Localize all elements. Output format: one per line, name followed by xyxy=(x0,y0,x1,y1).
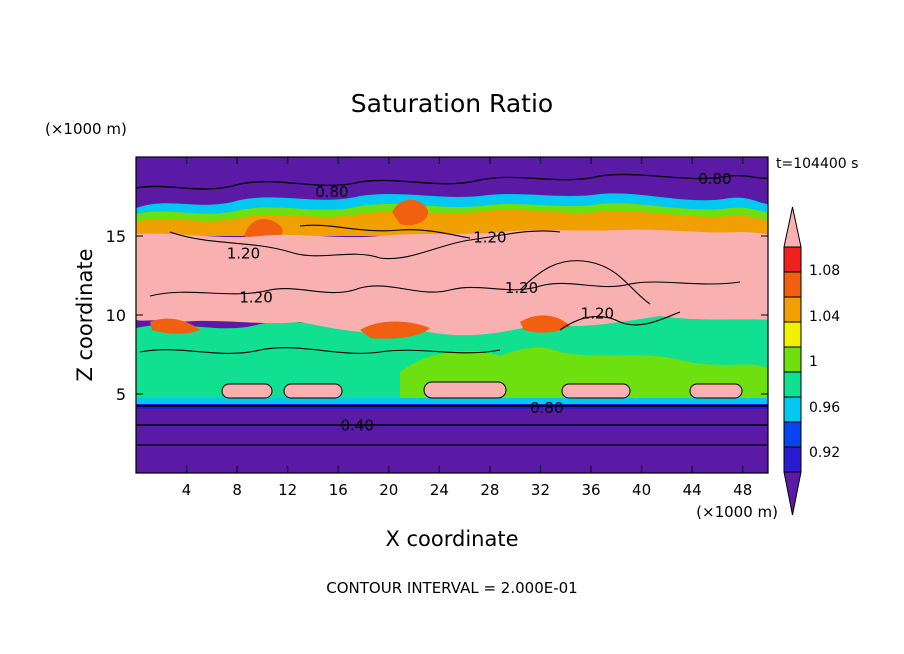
colorbar-swatch xyxy=(783,321,802,348)
x-axis-label: X coordinate xyxy=(385,527,518,551)
band-surface-cyan xyxy=(136,398,768,404)
x-tick-label: 8 xyxy=(232,481,242,499)
band-pink-core xyxy=(136,229,768,336)
colorbar-label: 1 xyxy=(809,354,818,370)
contour-label: 1.20 xyxy=(505,279,538,297)
cloud-base-2 xyxy=(283,383,343,399)
contour-label: 0.80 xyxy=(315,183,348,201)
colorbar-swatch xyxy=(783,346,802,373)
colorbar-swatch xyxy=(783,371,802,398)
y-tick-label: 15 xyxy=(106,227,126,246)
colorbar-swatch xyxy=(783,296,802,323)
x-tick-label: 44 xyxy=(683,481,702,499)
contour-label: 0.80 xyxy=(698,170,731,188)
colorbar-swatch xyxy=(783,396,802,423)
time-label: t=104400 s xyxy=(776,156,858,172)
x-tick-label: 32 xyxy=(531,481,550,499)
x-tick-label: 48 xyxy=(733,481,752,499)
colorbar-swatch xyxy=(783,246,802,273)
contour-line-1-20-c xyxy=(149,281,741,297)
cloud-base-3 xyxy=(423,381,507,399)
contour-line-1-20-e xyxy=(559,311,681,331)
contour-label: 0.40 xyxy=(340,417,373,435)
contour-line-lower xyxy=(139,347,501,354)
contour-line-1-20-b xyxy=(299,224,471,239)
y-unit-label: (×1000 m) xyxy=(45,120,127,138)
x-tick-label: 36 xyxy=(581,481,600,499)
contour-line-0-80-upper xyxy=(136,173,768,190)
cloud-base-4 xyxy=(561,383,631,399)
x-axis-ticks: 4 8 12 16 20 24 28 32 36 40 44 48 xyxy=(182,157,752,499)
colorbar-label: 0.92 xyxy=(809,445,840,461)
x-tick-label: 24 xyxy=(430,481,449,499)
contour-field: 0.80 0.80 1.20 1.20 1.20 1.20 1.20 0.80 0.40 xyxy=(136,157,768,473)
cloud-base-1 xyxy=(221,383,273,399)
contour-label: 1.20 xyxy=(581,304,614,322)
colorbar-swatch xyxy=(783,271,802,298)
colorbar-swatch xyxy=(783,446,802,473)
colorbar-label: 1.04 xyxy=(809,309,840,325)
x-tick-label: 20 xyxy=(379,481,398,499)
contour-label: 0.80 xyxy=(530,399,563,417)
y-axis-ticks: 5 10 15 xyxy=(106,227,768,404)
colorbar-swatch xyxy=(783,421,802,448)
contour-label: 1.20 xyxy=(473,229,506,247)
x-tick-label: 16 xyxy=(329,481,348,499)
contour-label: 1.20 xyxy=(239,289,272,307)
y-tick-label: 5 xyxy=(116,385,126,404)
contour-labels: 0.80 0.80 1.20 1.20 1.20 1.20 1.20 0.80 0.40 xyxy=(227,170,732,435)
y-axis-label: Z coordinate xyxy=(73,248,97,381)
contour-interval-footer: CONTOUR INTERVAL = 2.000E-01 xyxy=(326,579,577,597)
x-tick-label: 4 xyxy=(182,481,192,499)
contour-label: 1.20 xyxy=(227,244,260,262)
x-unit-label: (×1000 m) xyxy=(696,503,778,521)
contour-line-1-20-a xyxy=(169,230,561,260)
x-tick-label: 28 xyxy=(480,481,499,499)
colorbar: 1.08 1.04 1 0.96 0.92 xyxy=(783,206,840,516)
chart-title: Saturation Ratio xyxy=(351,89,553,118)
colorbar-top-arrow xyxy=(783,206,802,248)
y-tick-label: 10 xyxy=(106,306,126,325)
colorbar-label: 1.08 xyxy=(809,263,840,279)
x-tick-label: 40 xyxy=(632,481,651,499)
band-upper-red-2 xyxy=(392,199,429,226)
band-upper-orange xyxy=(136,210,768,236)
colorbar-bottom-arrow xyxy=(783,471,802,516)
x-tick-label: 12 xyxy=(278,481,297,499)
cloud-base-5 xyxy=(689,383,743,399)
contour-line-1-20-d xyxy=(519,260,651,305)
colorbar-label: 0.96 xyxy=(809,400,840,416)
